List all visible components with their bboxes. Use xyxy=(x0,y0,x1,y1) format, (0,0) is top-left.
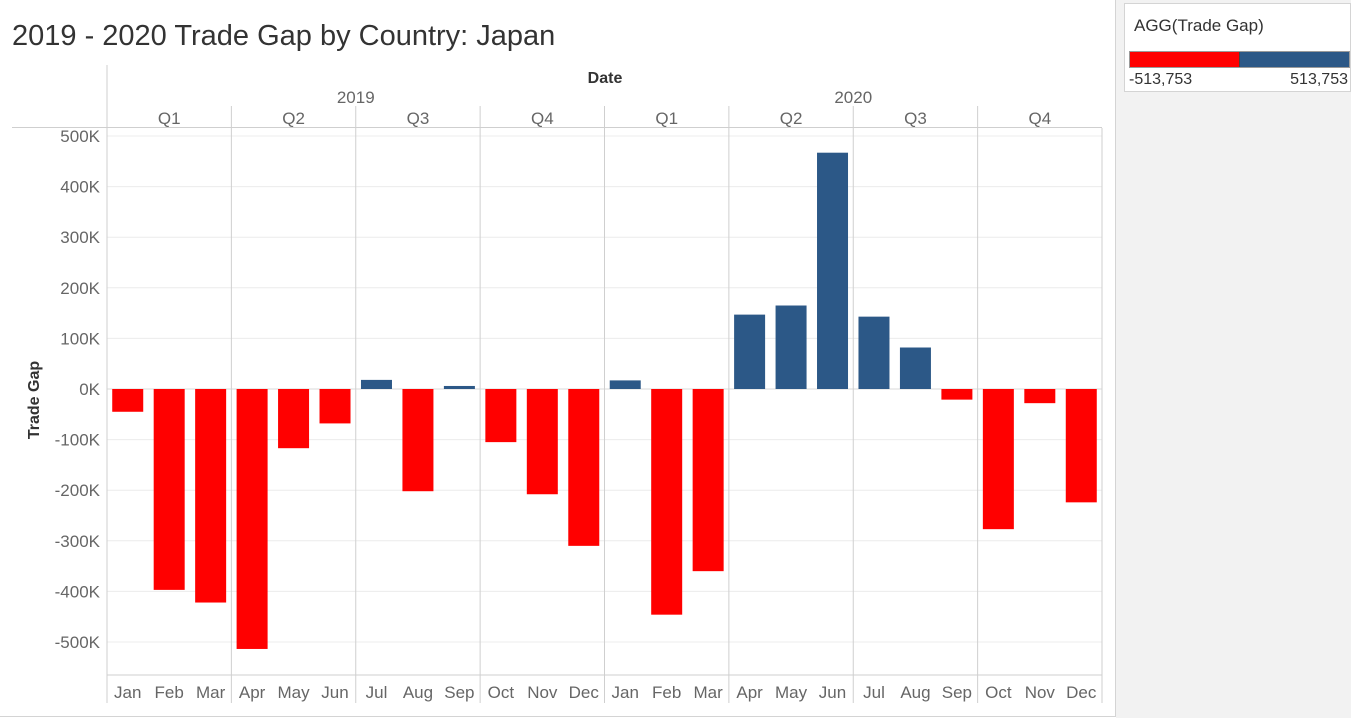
quarter-label: Q2 xyxy=(780,109,803,128)
month-label: Oct xyxy=(985,683,1012,702)
bar xyxy=(278,389,310,449)
legend-max-label: 513,753 xyxy=(1290,71,1348,88)
y-tick-labels: 500K 400K 300K 200K 100K 0K -100K -200K -300K -40… xyxy=(55,127,101,652)
bar xyxy=(443,385,475,389)
bar xyxy=(1024,389,1056,404)
y-tick-label: 400K xyxy=(60,178,100,197)
month-label: Jul xyxy=(366,683,388,702)
month-label: Mar xyxy=(196,683,226,702)
month-label: Nov xyxy=(1025,683,1056,702)
month-label: Dec xyxy=(569,683,600,702)
bar xyxy=(858,316,890,389)
x-tick-labels: Jan Feb Mar Apr May Jun Jul Aug Sep Oct Nov Dec Jan F… xyxy=(114,683,1097,702)
quarter-label: Q3 xyxy=(407,109,430,128)
bar xyxy=(734,314,766,389)
y-tick-label: 500K xyxy=(60,127,100,146)
bar xyxy=(112,389,144,412)
header-layer: Q1 Q2 Q3 Q4 Q1 Q2 Q3 Q4 2019 2020 xyxy=(12,65,1103,703)
y-axis-title: Trade Gap xyxy=(26,361,43,439)
column-header: Date xyxy=(588,70,623,87)
month-label: Sep xyxy=(444,683,474,702)
y-tick-label: 200K xyxy=(60,279,100,298)
legend-title: AGG(Trade Gap) xyxy=(1134,16,1264,35)
month-label: Jan xyxy=(612,683,639,702)
bar xyxy=(609,380,641,389)
legend-color-ramp xyxy=(1129,51,1350,68)
bar xyxy=(692,389,724,572)
bar xyxy=(899,347,931,389)
y-tick-label: -500K xyxy=(55,633,101,652)
bar xyxy=(319,389,351,424)
month-label: Jan xyxy=(114,683,141,702)
y-tick-label: 0K xyxy=(79,380,100,399)
bar xyxy=(568,389,600,546)
month-label: Aug xyxy=(403,683,433,702)
month-label: May xyxy=(775,683,808,702)
bar xyxy=(236,389,268,649)
quarter-label: Q3 xyxy=(904,109,927,128)
y-tick-label: -100K xyxy=(55,431,101,450)
bar xyxy=(485,389,517,443)
month-label: Feb xyxy=(155,683,184,702)
month-label: Nov xyxy=(527,683,558,702)
quarter-label: Q4 xyxy=(531,109,554,128)
side-panel xyxy=(1116,0,1351,718)
bar xyxy=(941,389,973,400)
month-label: Aug xyxy=(900,683,930,702)
month-label: Mar xyxy=(694,683,724,702)
month-label: Sep xyxy=(942,683,972,702)
bar xyxy=(360,379,392,389)
y-tick-label: -200K xyxy=(55,481,101,500)
bar xyxy=(817,152,849,389)
month-label: Apr xyxy=(239,683,266,702)
bar xyxy=(195,389,227,603)
legend-positive-swatch xyxy=(1239,52,1349,67)
legend-negative-swatch xyxy=(1130,52,1239,67)
quarter-label: Q1 xyxy=(158,109,181,128)
chart-title: 2019 - 2020 Trade Gap by Country: Japan xyxy=(12,20,556,52)
y-tick-label: 100K xyxy=(60,329,100,348)
quarter-label: Q4 xyxy=(1028,109,1051,128)
bar xyxy=(651,389,683,615)
bars-layer xyxy=(112,152,1097,649)
bar xyxy=(526,389,558,495)
month-label: Apr xyxy=(736,683,763,702)
month-label: Oct xyxy=(488,683,515,702)
bar xyxy=(982,389,1014,530)
quarter-label: Q2 xyxy=(282,109,305,128)
y-tick-label: 300K xyxy=(60,228,100,247)
color-legend[interactable]: AGG(Trade Gap) -513,753 513,753 xyxy=(1124,3,1351,92)
month-label: May xyxy=(278,683,311,702)
quarter-label: Q1 xyxy=(655,109,678,128)
legend-min-label: -513,753 xyxy=(1129,71,1193,88)
month-label: Feb xyxy=(652,683,681,702)
bar xyxy=(153,389,185,590)
year-label: 2019 xyxy=(337,88,375,107)
year-label: 2020 xyxy=(834,88,872,107)
month-label: Jun xyxy=(321,683,348,702)
month-label: Jul xyxy=(863,683,885,702)
bar xyxy=(1065,389,1097,503)
y-tick-label: -400K xyxy=(55,582,101,601)
month-label: Jun xyxy=(819,683,846,702)
y-tick-label: -300K xyxy=(55,532,101,551)
bar xyxy=(775,305,807,389)
bar xyxy=(402,389,434,492)
month-label: Dec xyxy=(1066,683,1097,702)
